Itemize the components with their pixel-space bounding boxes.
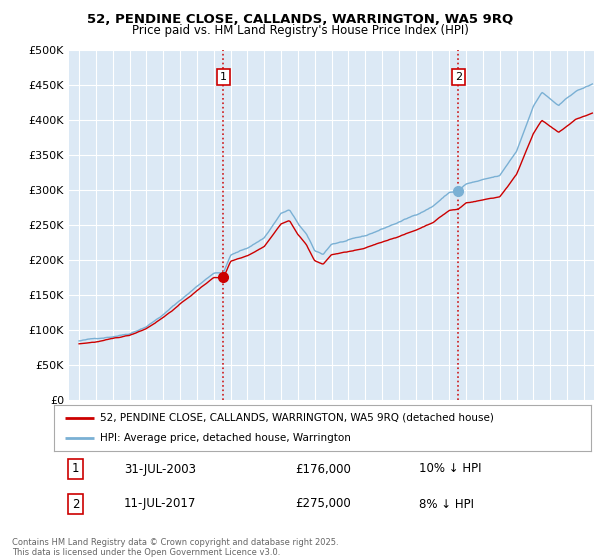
Text: 1: 1	[72, 463, 79, 475]
Text: 2: 2	[455, 72, 462, 82]
Text: 52, PENDINE CLOSE, CALLANDS, WARRINGTON, WA5 9RQ (detached house): 52, PENDINE CLOSE, CALLANDS, WARRINGTON,…	[100, 413, 494, 423]
Text: £275,000: £275,000	[296, 497, 352, 511]
Text: 2: 2	[72, 497, 79, 511]
Text: 11-JUL-2017: 11-JUL-2017	[124, 497, 196, 511]
Text: £176,000: £176,000	[296, 463, 352, 475]
Text: 31-JUL-2003: 31-JUL-2003	[124, 463, 196, 475]
Text: Price paid vs. HM Land Registry's House Price Index (HPI): Price paid vs. HM Land Registry's House …	[131, 24, 469, 38]
Text: Contains HM Land Registry data © Crown copyright and database right 2025.
This d: Contains HM Land Registry data © Crown c…	[12, 538, 338, 557]
Text: 10% ↓ HPI: 10% ↓ HPI	[419, 463, 482, 475]
Text: 1: 1	[220, 72, 227, 82]
Text: HPI: Average price, detached house, Warrington: HPI: Average price, detached house, Warr…	[100, 433, 350, 443]
Text: 8% ↓ HPI: 8% ↓ HPI	[419, 497, 474, 511]
Text: 52, PENDINE CLOSE, CALLANDS, WARRINGTON, WA5 9RQ: 52, PENDINE CLOSE, CALLANDS, WARRINGTON,…	[87, 13, 513, 26]
